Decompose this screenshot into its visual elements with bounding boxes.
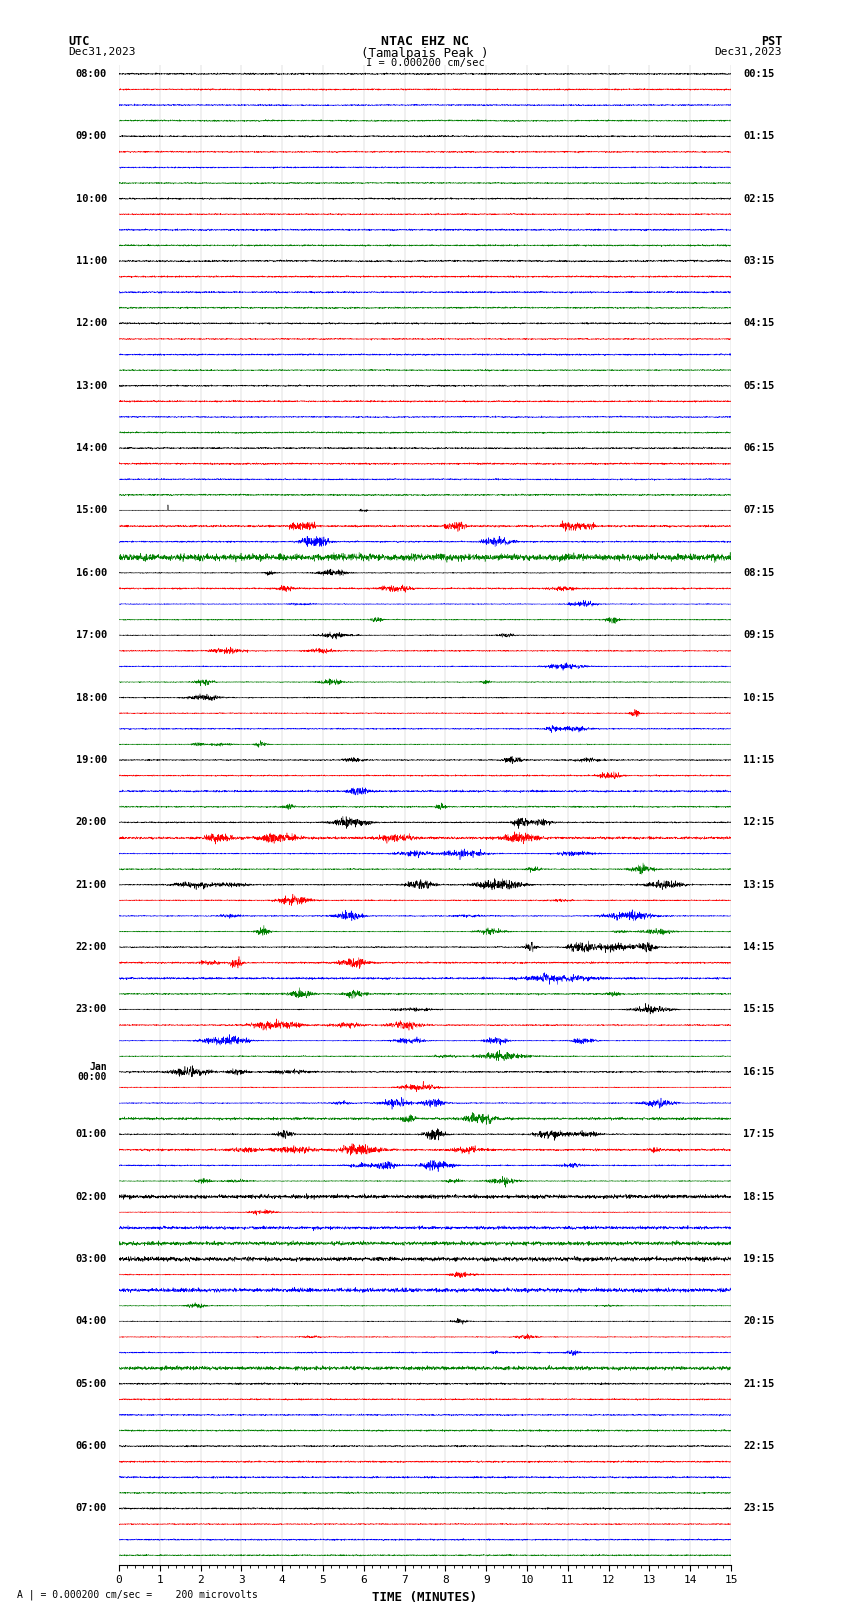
Text: 12:15: 12:15 [743, 818, 774, 827]
Text: 17:15: 17:15 [743, 1129, 774, 1139]
Text: 18:15: 18:15 [743, 1192, 774, 1202]
Text: A | = 0.000200 cm/sec =    200 microvolts: A | = 0.000200 cm/sec = 200 microvolts [17, 1589, 258, 1600]
Text: PST: PST [761, 35, 782, 48]
Text: 03:15: 03:15 [743, 256, 774, 266]
Text: 04:15: 04:15 [743, 318, 774, 329]
Text: 23:00: 23:00 [76, 1005, 107, 1015]
Text: NTAC EHZ NC: NTAC EHZ NC [381, 35, 469, 48]
Text: 10:00: 10:00 [76, 194, 107, 203]
Text: 08:00: 08:00 [76, 69, 107, 79]
Text: 21:15: 21:15 [743, 1379, 774, 1389]
Text: 00:15: 00:15 [743, 69, 774, 79]
Text: UTC: UTC [68, 35, 89, 48]
Text: 20:00: 20:00 [76, 818, 107, 827]
Text: Dec31,2023: Dec31,2023 [715, 47, 782, 56]
Text: 01:00: 01:00 [76, 1129, 107, 1139]
Text: 04:00: 04:00 [76, 1316, 107, 1326]
Text: 01:15: 01:15 [743, 131, 774, 142]
Text: 11:00: 11:00 [76, 256, 107, 266]
Text: 03:00: 03:00 [76, 1253, 107, 1265]
Text: 23:15: 23:15 [743, 1503, 774, 1513]
Text: 13:00: 13:00 [76, 381, 107, 390]
Text: 10:15: 10:15 [743, 692, 774, 703]
Text: 15:00: 15:00 [76, 505, 107, 516]
Text: 05:00: 05:00 [76, 1379, 107, 1389]
Text: 19:15: 19:15 [743, 1253, 774, 1265]
Text: 19:00: 19:00 [76, 755, 107, 765]
Text: 16:00: 16:00 [76, 568, 107, 577]
Text: 08:15: 08:15 [743, 568, 774, 577]
Text: 02:00: 02:00 [76, 1192, 107, 1202]
Text: 18:00: 18:00 [76, 692, 107, 703]
Text: 11:15: 11:15 [743, 755, 774, 765]
Text: Dec31,2023: Dec31,2023 [68, 47, 135, 56]
Text: 06:00: 06:00 [76, 1440, 107, 1452]
Text: I = 0.000200 cm/sec: I = 0.000200 cm/sec [366, 58, 484, 68]
Text: 07:00: 07:00 [76, 1503, 107, 1513]
Text: 06:15: 06:15 [743, 444, 774, 453]
Text: 14:00: 14:00 [76, 444, 107, 453]
Text: 14:15: 14:15 [743, 942, 774, 952]
Text: 22:15: 22:15 [743, 1440, 774, 1452]
Text: 02:15: 02:15 [743, 194, 774, 203]
Text: 12:00: 12:00 [76, 318, 107, 329]
Text: 20:15: 20:15 [743, 1316, 774, 1326]
Text: (Tamalpais Peak ): (Tamalpais Peak ) [361, 47, 489, 60]
Text: 17:00: 17:00 [76, 631, 107, 640]
Text: 07:15: 07:15 [743, 505, 774, 516]
Text: 09:00: 09:00 [76, 131, 107, 142]
Text: 22:00: 22:00 [76, 942, 107, 952]
Text: 21:00: 21:00 [76, 879, 107, 890]
Text: 00:00: 00:00 [77, 1073, 107, 1082]
Text: Jan: Jan [89, 1061, 107, 1073]
X-axis label: TIME (MINUTES): TIME (MINUTES) [372, 1590, 478, 1603]
Text: 13:15: 13:15 [743, 879, 774, 890]
Text: 09:15: 09:15 [743, 631, 774, 640]
Text: 15:15: 15:15 [743, 1005, 774, 1015]
Text: 05:15: 05:15 [743, 381, 774, 390]
Text: 16:15: 16:15 [743, 1066, 774, 1077]
